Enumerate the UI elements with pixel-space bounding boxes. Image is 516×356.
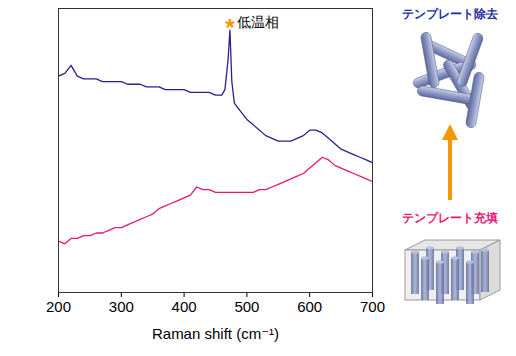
svg-text:400: 400 xyxy=(172,298,197,315)
svg-text:テンプレート除去: テンプレート除去 xyxy=(402,7,498,21)
svg-text:200: 200 xyxy=(46,298,71,315)
svg-text:Raman shift (cm⁻¹): Raman shift (cm⁻¹) xyxy=(152,325,279,342)
svg-text:低温相: 低温相 xyxy=(237,14,279,30)
svg-text:700: 700 xyxy=(360,298,385,315)
svg-text:300: 300 xyxy=(109,298,134,315)
svg-text:600: 600 xyxy=(297,298,322,315)
svg-text:テンプレート充填: テンプレート充填 xyxy=(402,211,498,225)
svg-text:*: * xyxy=(225,14,235,41)
svg-text:500: 500 xyxy=(234,298,259,315)
